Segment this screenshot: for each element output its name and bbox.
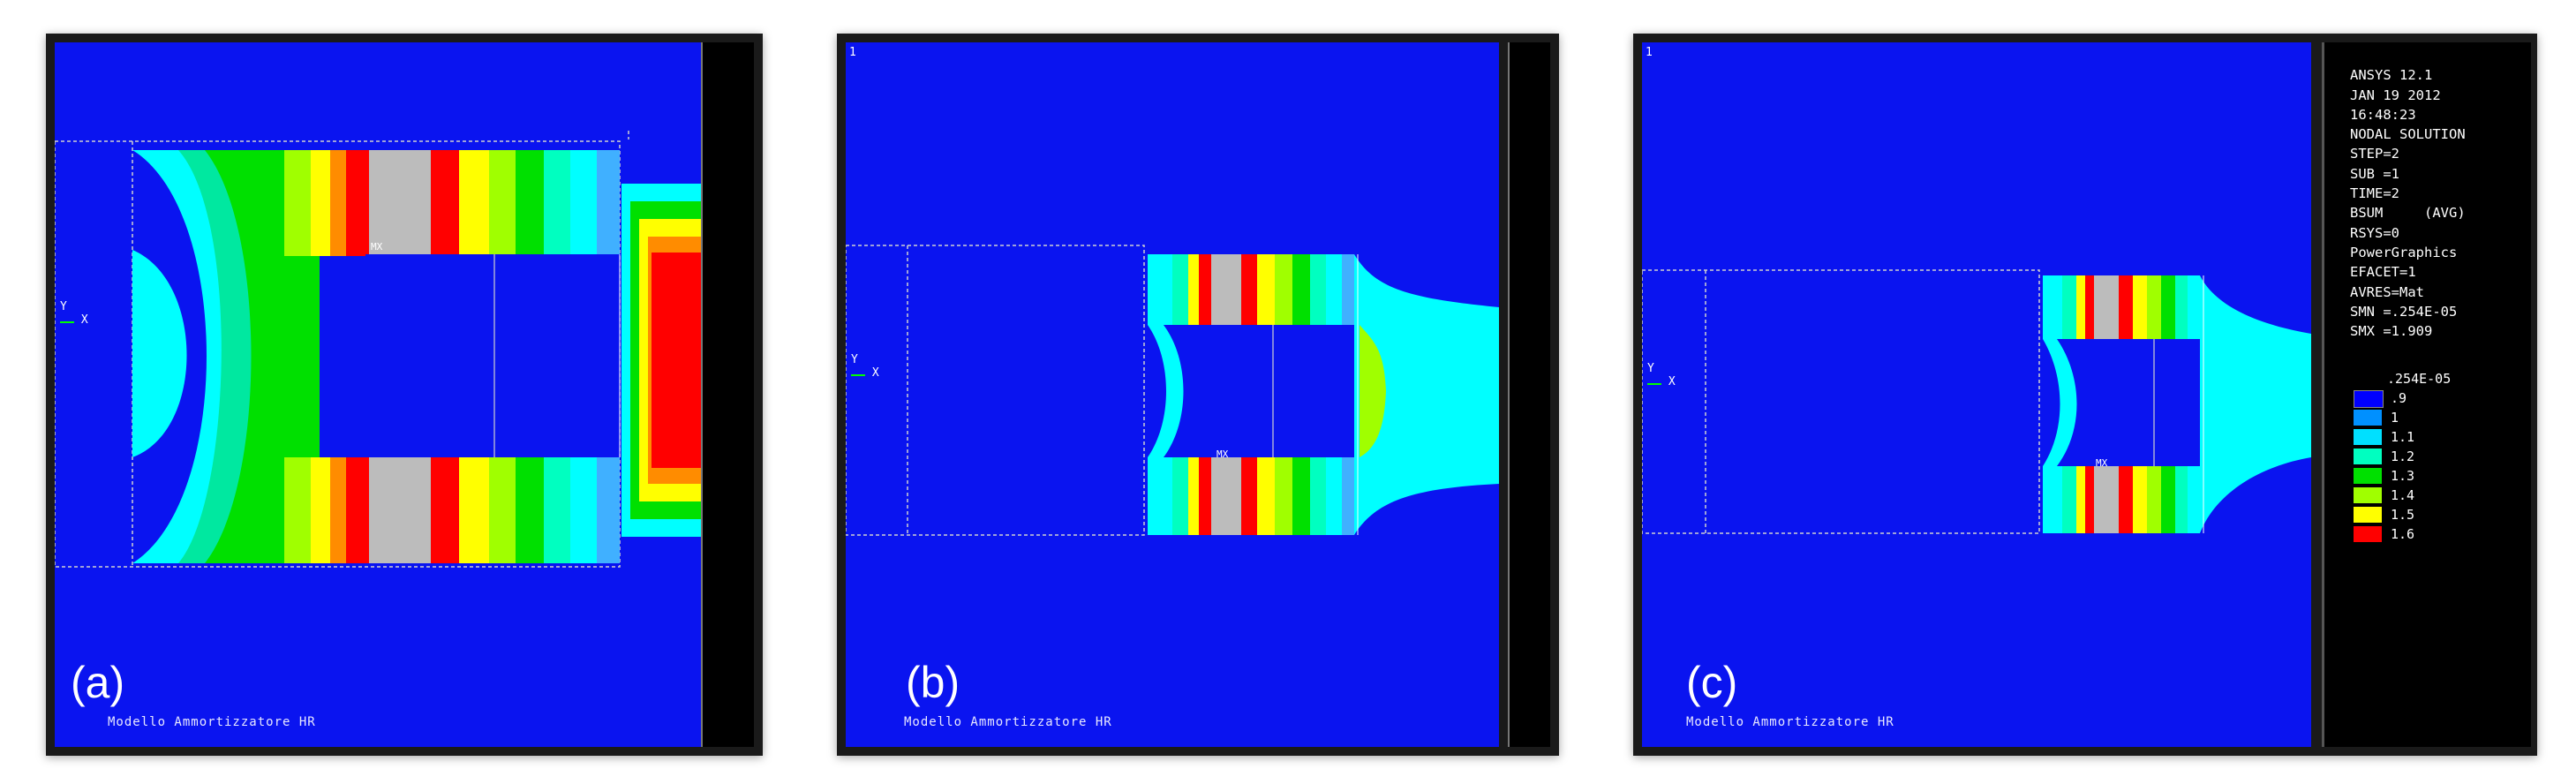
info-line: ANSYS 12.1 [2350,67,2433,84]
legend-label: 1 [2391,410,2399,426]
legend-label: 1.6 [2391,526,2415,542]
right-scrollbar-area [701,42,754,747]
window-number: 1 [1646,46,1653,59]
legend-label: 1.3 [2391,468,2415,484]
info-line: EFACET=1 [2350,264,2416,281]
legend-swatch [2354,429,2382,445]
panel-c: 1 Y X MX (c) Modello Ammortizzatore HR [1633,34,2537,756]
model-caption: Modello Ammortizzatore HR [904,715,1112,729]
model-caption: Modello Ammortizzatore HR [108,715,316,729]
axis-y-label: Y [60,300,67,313]
top-bar-bands [1148,254,1354,325]
legend-label: 1.1 [2391,429,2415,445]
axis-y-label: Y [1647,362,1654,375]
bottom-bar-bands [1148,457,1354,535]
undeformed-outline [846,245,1145,536]
window-number: 1 [849,46,856,59]
ansys-graphics-window: 1 Y X MX [846,42,1499,747]
contour-plot [846,245,1499,536]
legend-swatch [2354,507,2382,523]
ansys-graphics-window: 1 Y X MX [1642,42,2311,747]
inner-hole [365,254,620,457]
top-bar-bands [2043,275,2200,339]
panel-a: Y X MX (a) Modello Ammortizzatore HR [46,34,763,756]
ansys-info-block: ANSYS 12.1 JAN 19 2012 16:48:23 NODAL SO… [2350,46,2466,341]
legend-label: 1.4 [2391,487,2415,503]
info-line: PowerGraphics [2350,244,2458,260]
info-line: TIME=2 [2350,185,2399,202]
info-line: STEP=2 [2350,146,2399,162]
info-line: 16:48:23 [2350,106,2416,123]
axis-x-label: X [1668,375,1676,388]
info-line: SUB =1 [2350,165,2399,182]
info-line: RSYS=0 [2350,224,2399,241]
panel-label: (a) [71,658,125,707]
legend-label: 1.5 [2391,507,2415,523]
left-cyan-region [1148,325,1184,457]
info-line: SMX =1.909 [2350,323,2433,340]
legend-swatch [2354,487,2382,503]
legend-swatch [2354,449,2382,464]
info-line: AVRES=Mat [2350,283,2424,300]
legend-top-label: .254E-05 [2387,371,2452,387]
right-scrollbar-area [1508,42,1550,747]
legend-swatch [2354,390,2384,408]
cyan-left-fill [132,250,187,457]
model-caption: Modello Ammortizzatore HR [1686,715,1894,729]
mx-marker: MX [2096,457,2108,469]
contour-plot [1642,269,2311,534]
inner-hole [1215,325,1356,457]
left-cyan-region [2043,339,2077,466]
mx-marker: MX [371,241,383,253]
axis-triad: Y X [60,300,88,327]
top-bar-bands [284,150,620,256]
right-connector [1354,254,1499,535]
undeformed-outline [1642,269,2040,534]
right-connector [621,184,701,537]
legend-swatch [2354,410,2382,426]
mx-marker: MX [1216,449,1229,460]
panel-b: 1 Y X MX (b) Modello Ammortizzatore HR [837,34,1559,756]
ansys-graphics-window: Y X MX [55,42,701,747]
right-connector [2200,275,2311,533]
panel-label: (c) [1686,658,1738,707]
info-line: NODAL SOLUTION [2350,126,2466,143]
axis-triad: Y X [851,353,879,380]
legend-swatch [2354,468,2382,484]
legend-swatch [2354,526,2382,542]
axis-x-label: X [871,366,879,380]
bottom-bar-bands [2043,466,2200,533]
legend-label: .9 [2391,390,2407,406]
bottom-bar-bands [284,457,620,563]
info-line: JAN 19 2012 [2350,87,2441,103]
info-line: BSUM (AVG) [2350,205,2466,222]
contour-plot [55,131,701,568]
panel-label: (b) [906,658,960,707]
axis-x-label: X [80,313,88,327]
axis-triad: Y X [1647,362,1676,388]
inner-hole [2096,339,2200,466]
axis-y-label: Y [851,353,858,366]
legend-label: 1.2 [2391,449,2415,464]
info-line: SMN =.254E-05 [2350,303,2458,320]
